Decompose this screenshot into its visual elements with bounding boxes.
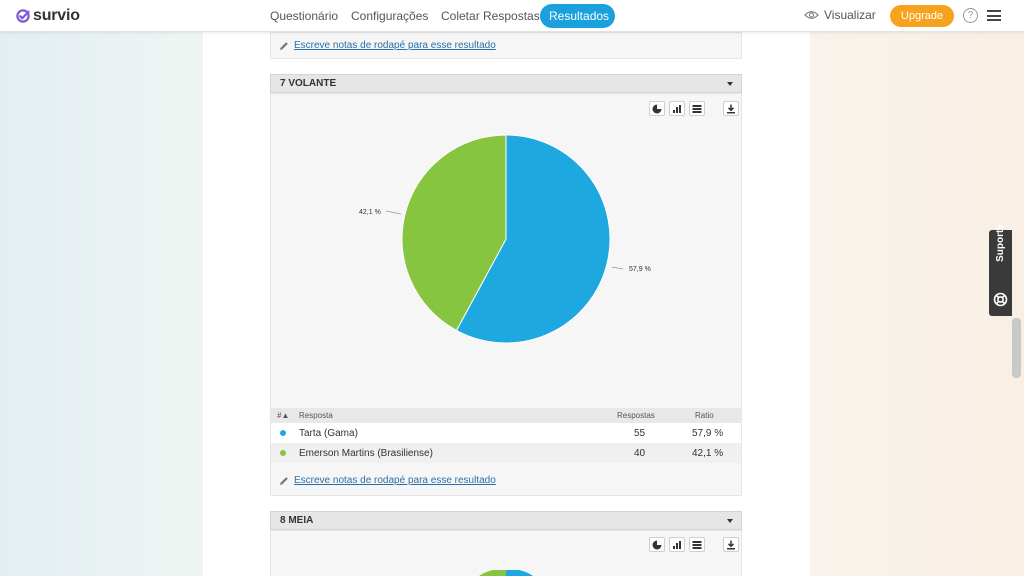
responses-cell: 55 bbox=[634, 428, 646, 439]
hamburger-icon[interactable] bbox=[987, 10, 1001, 21]
pie-chart-icon[interactable] bbox=[649, 101, 665, 116]
question-circle-icon[interactable]: ? bbox=[963, 8, 978, 23]
top-navbar: survio Questionário Configurações Coleta… bbox=[0, 0, 1024, 32]
col-answer-header: Resposta bbox=[299, 411, 333, 420]
table-row: Tarta (Gama) 55 57,9 % bbox=[271, 423, 741, 443]
question-8-pie-preview bbox=[479, 570, 533, 576]
pie-label-tarta: 57,9 % bbox=[629, 266, 651, 273]
support-label: Suporte bbox=[995, 224, 1006, 262]
table-row: Emerson Martins (Brasiliense) 40 42,1 % bbox=[271, 443, 741, 463]
question-8-title: 8 MEIA bbox=[280, 515, 314, 526]
question-7-header[interactable]: 7 VOLANTE bbox=[270, 74, 742, 93]
col-ratio-header: Ratio bbox=[695, 411, 714, 420]
survio-check-icon bbox=[16, 9, 30, 23]
label-leader-tarta bbox=[611, 266, 624, 270]
legend-dot-emerson bbox=[280, 450, 286, 456]
answer-cell: Tarta (Gama) bbox=[299, 428, 358, 439]
survio-logo[interactable]: survio bbox=[16, 7, 80, 25]
question-7-pie-chart: 57,9 % 42,1 % bbox=[359, 134, 651, 344]
bar-chart-icon[interactable] bbox=[669, 537, 685, 552]
col-responses-header: Respostas bbox=[617, 411, 655, 420]
question-8-header[interactable]: 8 MEIA bbox=[270, 511, 742, 530]
tab-questionario[interactable]: Questionário bbox=[270, 9, 339, 23]
ratio-cell: 42,1 % bbox=[692, 448, 724, 459]
tab-coletar-respostas[interactable]: Coletar Respostas bbox=[441, 9, 540, 23]
tab-resultados[interactable]: Resultados bbox=[540, 4, 615, 28]
page-scrollbar[interactable] bbox=[1012, 318, 1021, 378]
tab-configuracoes[interactable]: Configurações bbox=[351, 9, 429, 23]
pencil-icon bbox=[280, 41, 288, 50]
ratio-cell: 57,9 % bbox=[692, 428, 724, 439]
label-leader-emerson bbox=[385, 210, 402, 215]
table-icon[interactable] bbox=[689, 101, 705, 116]
col-num-header[interactable]: #▲ bbox=[277, 411, 290, 420]
preview-label: Visualizar bbox=[824, 8, 876, 22]
pie-chart-icon[interactable] bbox=[649, 537, 665, 552]
prev-question-card bbox=[270, 32, 742, 59]
download-icon[interactable] bbox=[723, 101, 739, 116]
results-panel: Escreve notas de rodapé para esse result… bbox=[203, 32, 810, 576]
question-7-toolbar bbox=[649, 101, 739, 116]
bar-chart-icon[interactable] bbox=[669, 101, 685, 116]
pencil-icon bbox=[280, 476, 288, 485]
responses-cell: 40 bbox=[634, 448, 646, 459]
legend-dot-tarta bbox=[280, 430, 286, 436]
pie-slice-tarta[interactable] bbox=[455, 134, 611, 344]
download-icon[interactable] bbox=[723, 537, 739, 552]
lifebuoy-icon bbox=[993, 292, 1008, 307]
question-7-title: 7 VOLANTE bbox=[280, 78, 337, 89]
pie-slice-emerson[interactable] bbox=[401, 134, 507, 332]
support-widget[interactable]: Suporte bbox=[989, 224, 1012, 316]
question-7-note-link[interactable]: Escreve notas de rodapé para esse result… bbox=[279, 475, 496, 486]
question-7-table-header: #▲ Resposta Respostas Ratio bbox=[271, 408, 741, 423]
brand-name: survio bbox=[33, 7, 80, 24]
table-icon[interactable] bbox=[689, 537, 705, 552]
question-8-toolbar bbox=[649, 537, 739, 552]
chevron-down-icon bbox=[727, 519, 733, 523]
answer-cell: Emerson Martins (Brasiliense) bbox=[299, 448, 433, 459]
prev-note-label: Escreve notas de rodapé para esse result… bbox=[294, 40, 496, 51]
question-7-note-label: Escreve notas de rodapé para esse result… bbox=[294, 475, 496, 486]
preview-link[interactable]: Visualizar bbox=[804, 8, 876, 22]
pie-label-emerson: 42,1 % bbox=[359, 209, 381, 216]
chevron-down-icon bbox=[727, 82, 733, 86]
upgrade-button[interactable]: Upgrade bbox=[890, 5, 954, 27]
prev-note-link[interactable]: Escreve notas de rodapé para esse result… bbox=[279, 40, 496, 51]
eye-icon bbox=[804, 11, 819, 19]
